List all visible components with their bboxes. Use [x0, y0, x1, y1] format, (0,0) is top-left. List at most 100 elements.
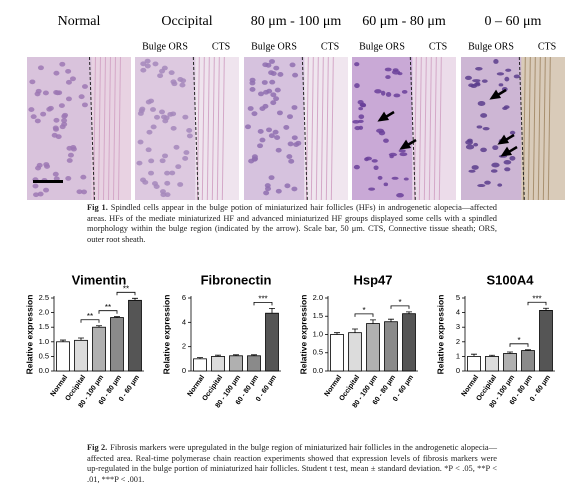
significance-label: ** [123, 284, 129, 293]
nucleus [497, 183, 503, 187]
nucleus [42, 90, 49, 96]
bar [56, 341, 70, 372]
figure-2-caption: Fig 2. Fibrosis markers were upregulated … [87, 443, 497, 485]
nucleus [52, 125, 59, 131]
nucleus [465, 139, 473, 145]
nucleus [270, 71, 277, 76]
nucleus [277, 72, 284, 77]
y-tick-label: 0.0 [39, 366, 49, 375]
nucleus [385, 75, 391, 80]
nucleus [164, 180, 171, 186]
nucleus [358, 125, 364, 130]
nucleus [177, 77, 184, 82]
y-tick-label: 3 [456, 322, 460, 331]
nucleus [502, 106, 508, 111]
nucleus [283, 125, 290, 130]
nucleus [274, 135, 281, 140]
nucleus [54, 90, 61, 96]
error-bar [60, 339, 66, 342]
error-bar [489, 354, 495, 357]
fiber [97, 56, 101, 201]
nucleus [504, 167, 511, 172]
nucleus [35, 88, 42, 94]
nucleus [162, 153, 169, 159]
nucleus [388, 152, 398, 157]
fiber [438, 56, 442, 201]
nucleus [171, 81, 178, 87]
y-tick-label: 1.5 [39, 322, 49, 331]
significance-bracket [527, 301, 547, 306]
bar [485, 355, 499, 372]
arrow [497, 133, 515, 145]
nucleus [152, 61, 159, 67]
significance-bracket [354, 313, 374, 317]
nucleus [76, 189, 83, 195]
nucleus [401, 90, 408, 94]
nucleus [371, 159, 378, 163]
y-tick-label: 6 [182, 293, 186, 302]
nucleus [182, 156, 189, 161]
nucleus [40, 111, 47, 117]
nucleus [353, 164, 360, 170]
nucleus [34, 118, 41, 124]
region-label: Bulge ORS [142, 41, 188, 52]
nucleus [358, 114, 365, 120]
nucleus [177, 182, 184, 187]
nucleus [268, 133, 275, 139]
basement-membrane [301, 56, 308, 201]
nucleus [53, 176, 60, 182]
nucleus [477, 100, 486, 106]
y-tick-label: 4 [182, 317, 186, 326]
bar [467, 355, 481, 372]
y-tick-label: 2.0 [313, 293, 323, 302]
nucleus [46, 106, 53, 112]
nucleus [259, 137, 266, 143]
nucleus [160, 192, 167, 198]
fiber [211, 56, 215, 201]
nucleus [391, 176, 399, 180]
fiber [201, 56, 205, 201]
nucleus [150, 124, 157, 130]
arrow [399, 138, 417, 150]
nucleus [186, 133, 193, 139]
fiber [221, 56, 225, 201]
significance-bracket [80, 319, 100, 323]
nucleus [374, 89, 382, 94]
nucleus [251, 154, 258, 160]
nucleus [43, 187, 50, 193]
bar [348, 332, 362, 372]
nucleus [170, 125, 177, 131]
nucleus [275, 147, 282, 153]
nucleus [247, 106, 254, 111]
nucleus [81, 84, 88, 89]
fiber [305, 56, 309, 201]
nucleus [292, 72, 299, 78]
nucleus [35, 165, 42, 171]
scale-bar [33, 180, 63, 183]
nucleus [295, 140, 302, 146]
nucleus [179, 82, 186, 88]
nucleus [265, 62, 272, 68]
chart-title: Hsp47 [353, 272, 392, 287]
nucleus [273, 96, 280, 102]
nucleus [289, 62, 296, 68]
nucleus [291, 105, 298, 110]
nucleus [291, 186, 298, 192]
fiber [92, 56, 96, 201]
nucleus [471, 165, 479, 170]
nucleus [146, 129, 153, 135]
fiber [542, 56, 546, 201]
region-label: CTS [429, 41, 447, 52]
fiber [325, 56, 329, 201]
nucleus [65, 96, 72, 102]
nucleus [403, 177, 409, 181]
caption-label: Fig 1. [87, 203, 108, 212]
bar [265, 312, 279, 372]
fiber [418, 56, 422, 201]
nucleus [354, 83, 360, 89]
chart-title: Fibronectin [201, 272, 272, 287]
nucleus [145, 147, 152, 153]
nucleus [52, 171, 59, 177]
nucleus [368, 187, 376, 191]
nucleus [144, 58, 151, 64]
